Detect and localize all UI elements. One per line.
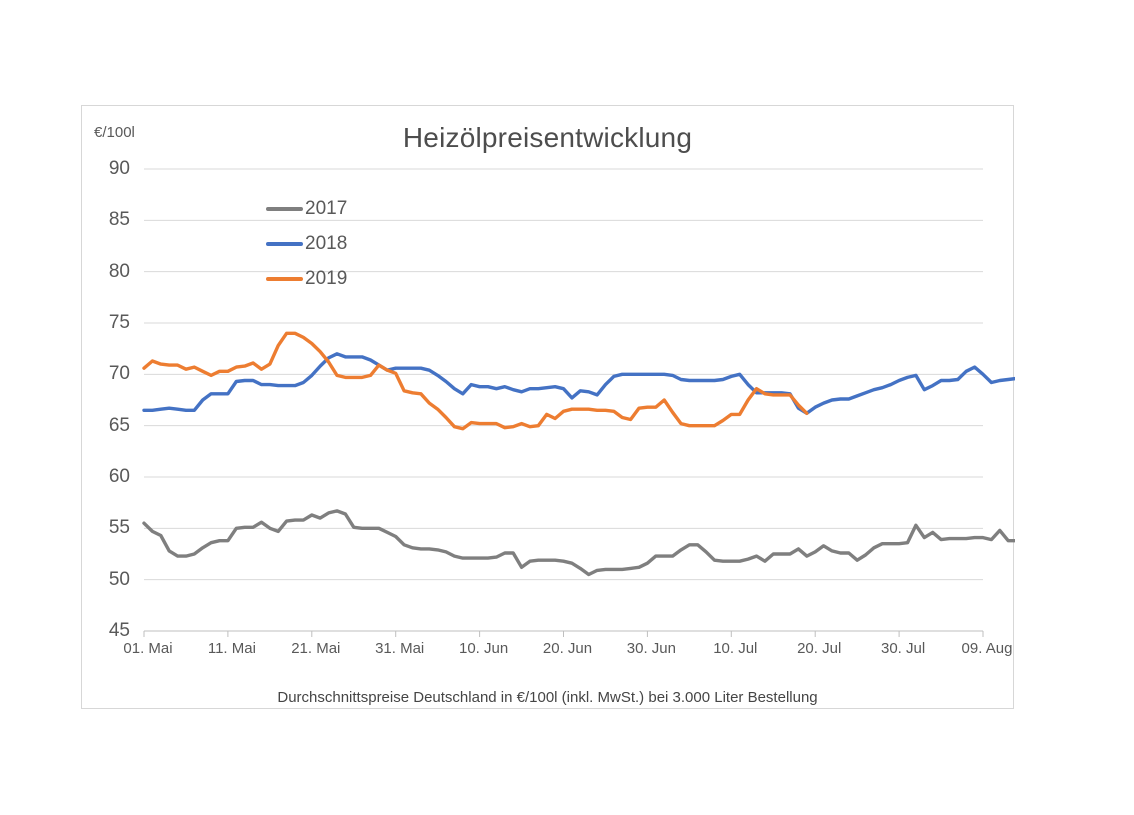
legend-item-2017: 2017 <box>266 198 348 219</box>
x-tick-label: 30. Jun <box>626 640 676 657</box>
x-tick-label: 10. Jun <box>458 640 509 657</box>
x-tick-label: 21. Mai <box>291 640 341 657</box>
series-line-2018 <box>142 352 1015 415</box>
series-line-2017 <box>142 509 1015 577</box>
chart-title: Heizölpreisentwicklung <box>402 122 693 153</box>
y-tick-label-50: 50 <box>108 568 130 590</box>
x-tick-label: 11. Mai <box>207 640 256 657</box>
y-tick-label-65: 65 <box>108 414 130 436</box>
y-tick-label-85: 85 <box>108 209 130 231</box>
legend-label-2018: 2018 <box>305 233 348 254</box>
y-tick-label-70: 70 <box>108 363 130 385</box>
y-tick-label-80: 80 <box>108 260 130 282</box>
y-tick-label-60: 60 <box>108 466 130 487</box>
legend-swatch-2017-line <box>266 207 303 211</box>
y-tick-label-90: 90 <box>108 158 130 179</box>
legend-label-2019: 2019 <box>305 268 348 289</box>
x-tick-label: 01. Mai <box>123 640 173 657</box>
y-tick-label-45: 45 <box>108 620 130 641</box>
legend-swatch-2019-line <box>266 277 303 281</box>
chart-panel: €/100l Heizölpreisentwicklung 45 50 55 60 65… <box>81 105 1015 709</box>
x-tick-label: 31. Mai <box>375 640 425 657</box>
x-tick-label: 20. Jul <box>797 640 842 657</box>
legend-label-2017: 2017 <box>305 198 348 219</box>
legend-item-2019: 2019 <box>266 268 348 289</box>
x-tick-label: 30. Jul <box>880 640 926 657</box>
series-line-2019 <box>142 331 809 431</box>
legend-item-2018: 2018 <box>266 233 348 254</box>
plot-area <box>142 168 1015 637</box>
x-tick-label: 10. Jul <box>713 640 758 657</box>
x-tick-label: 20. Jun <box>542 640 593 657</box>
y-tick-label-55: 55 <box>108 517 130 539</box>
y-axis-unit-label: €/100l <box>94 124 135 141</box>
x-tick-label: 09. Aug <box>961 640 1013 657</box>
legend: 2017 2018 2019 <box>266 198 348 304</box>
y-tick-label-75: 75 <box>108 312 130 333</box>
legend-swatch-2018-line <box>266 242 303 246</box>
chart-caption: Durchschnittspreise Deutschland in €/100… <box>277 689 818 706</box>
